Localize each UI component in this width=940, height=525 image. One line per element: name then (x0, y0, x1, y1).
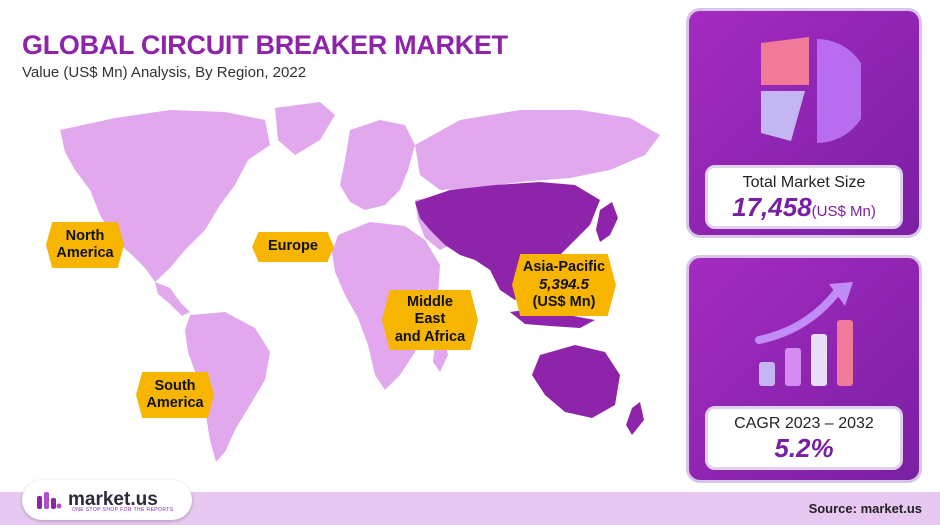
europe-badge: Europe (252, 232, 334, 262)
asia-pacific-shape (415, 182, 600, 300)
north-america-label-line1: North (65, 227, 105, 244)
asia-pacific-unit: (US$ Mn) (532, 294, 596, 310)
north-asia-shape (415, 110, 660, 190)
market-us-logo-icon (37, 492, 62, 509)
asia-pacific-value: 5,394.5 (538, 276, 590, 293)
japan-shape (596, 202, 618, 242)
source-text: Source: market.us (808, 501, 922, 516)
south-america-label-line1: South (154, 377, 196, 394)
market-size-value-line: 17,458(US$ Mn) (708, 192, 900, 223)
north-america-shape (60, 110, 270, 282)
brand-tagline: ONE STOP SHOP FOR THE REPORTS (72, 507, 174, 513)
south-america-shape (185, 312, 270, 462)
brand-name: market.us (68, 489, 158, 510)
mea-label-line2: East (414, 311, 446, 328)
greenland-shape (275, 102, 335, 155)
market-size-panel: Total Market Size 17,458(US$ Mn) (686, 8, 922, 238)
central-america-shape (155, 282, 190, 316)
market-size-value: 17,458 (732, 192, 812, 222)
pie-chart-icon (761, 37, 861, 143)
footer-bar: market.us ONE STOP SHOP FOR THE REPORTS … (0, 480, 940, 525)
australia-shape (532, 345, 620, 418)
south-america-label-line2: America (146, 395, 204, 411)
europe-shape (340, 120, 415, 210)
north-america-label-line2: America (56, 245, 114, 261)
cagr-panel: CAGR 2023 – 2032 5.2% (686, 255, 922, 483)
growth-chart-icon (755, 282, 853, 386)
page-title: GLOBAL CIRCUIT BREAKER MARKET (22, 30, 508, 60)
cagr-card: CAGR 2023 – 2032 5.2% (705, 406, 903, 470)
mea-label-line3: and Africa (394, 328, 466, 345)
middle-east-africa-badge: Middle East and Africa (382, 290, 478, 350)
north-america-badge: North America (46, 222, 124, 268)
brand-logo[interactable]: market.us ONE STOP SHOP FOR THE REPORTS (22, 480, 192, 520)
europe-label: Europe (268, 238, 318, 255)
mea-label-line1: Middle (407, 293, 453, 310)
market-size-label: Total Market Size (742, 174, 866, 191)
asia-pacific-label: Asia-Pacific (522, 258, 606, 275)
cagr-label: CAGR 2023 – 2032 (734, 415, 874, 432)
asia-pacific-badge: Asia-Pacific 5,394.5 (US$ Mn) (512, 254, 616, 316)
south-america-badge: South America (136, 372, 214, 418)
page-subtitle: Value (US$ Mn) Analysis, By Region, 2022 (22, 64, 307, 81)
new-zealand-shape (626, 402, 644, 435)
market-size-unit: (US$ Mn) (811, 203, 876, 220)
market-size-card: Total Market Size 17,458(US$ Mn) (705, 165, 903, 229)
cagr-value: 5.2% (774, 433, 834, 463)
